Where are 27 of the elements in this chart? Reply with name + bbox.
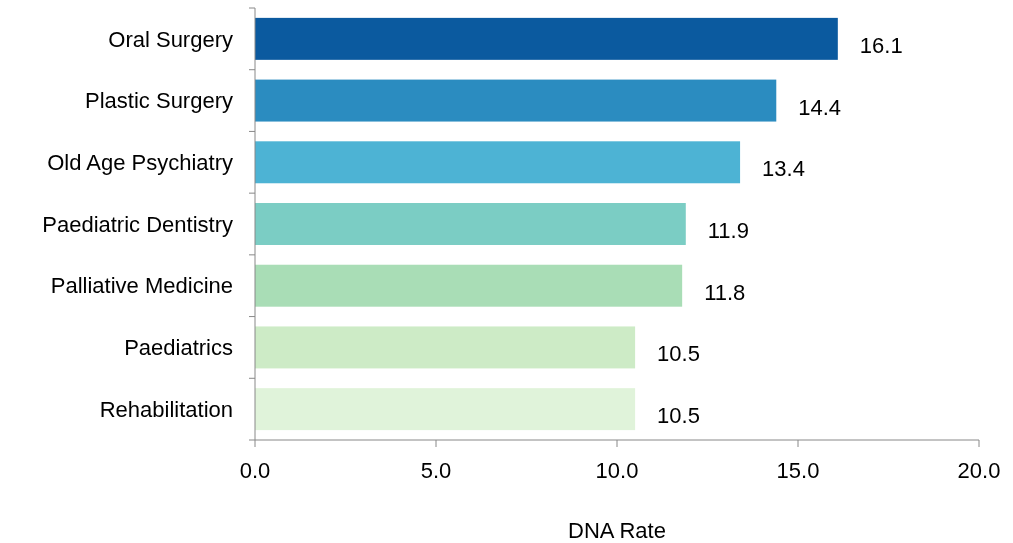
x-tick-label: 15.0 bbox=[776, 458, 820, 483]
bar bbox=[255, 326, 636, 369]
x-tick-label: 20.0 bbox=[957, 458, 1001, 483]
bar bbox=[255, 203, 686, 245]
bar bbox=[255, 79, 777, 122]
bar bbox=[255, 264, 683, 307]
x-tick-label: 5.0 bbox=[420, 458, 452, 483]
y-tick-label: Plastic Surgery bbox=[85, 88, 233, 114]
y-tick-label: Oral Surgery bbox=[108, 26, 233, 52]
y-tick-label: Rehabilitation bbox=[99, 396, 233, 422]
bar bbox=[255, 388, 636, 431]
bar bbox=[255, 17, 838, 60]
data-label: 10.5 bbox=[657, 403, 700, 429]
y-tick-label: Paediatric Dentistry bbox=[42, 211, 233, 237]
x-tick-label: 0.0 bbox=[239, 458, 271, 483]
data-label: 13.4 bbox=[762, 156, 805, 182]
y-tick-label: Paediatrics bbox=[124, 335, 233, 361]
x-tick-label: 10.0 bbox=[595, 458, 639, 483]
data-label: 10.5 bbox=[657, 341, 700, 367]
bar bbox=[255, 141, 741, 184]
data-label: 14.4 bbox=[798, 94, 842, 120]
data-label: 11.8 bbox=[704, 279, 746, 305]
y-tick-label: Old Age Psychiatry bbox=[47, 149, 233, 175]
data-label: 11.9 bbox=[707, 218, 749, 243]
data-label: 16.1 bbox=[859, 32, 903, 58]
x-axis-title: DNA Rate bbox=[568, 518, 666, 543]
y-tick-label: Palliative Medicine bbox=[50, 273, 233, 299]
